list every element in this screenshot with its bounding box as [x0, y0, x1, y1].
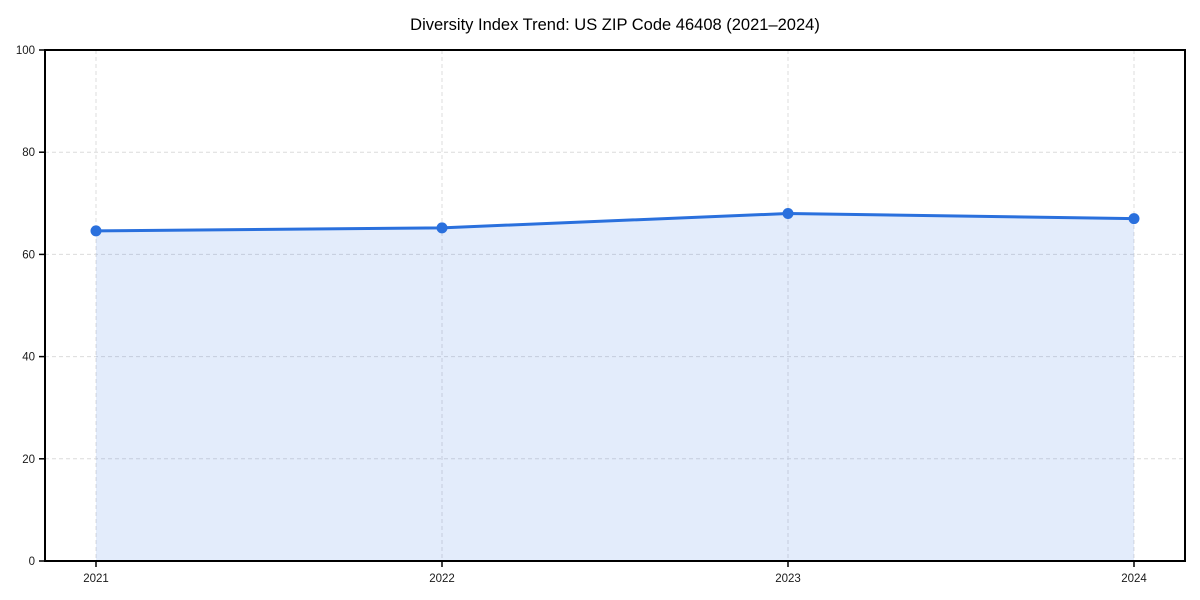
x-axis-tick-label: 2021: [83, 573, 109, 585]
area-fill: [96, 213, 1134, 561]
y-axis-tick-label: 60: [22, 249, 35, 261]
y-axis-tick-label: 20: [22, 454, 35, 466]
data-point-2021: [90, 225, 102, 237]
y-axis-tick-label: 100: [16, 45, 35, 57]
x-axis-tick-label: 2023: [775, 573, 801, 585]
x-axis-tick-label: 2022: [429, 573, 455, 585]
y-axis-tick-label: 0: [29, 556, 35, 568]
x-axis-tick-label: 2024: [1121, 573, 1147, 585]
y-axis-tick-label: 80: [22, 147, 35, 159]
data-point-2023: [782, 208, 794, 220]
chart-title: Diversity Index Trend: US ZIP Code 46408…: [410, 16, 820, 34]
plot-border: [44, 49, 1186, 562]
y-axis-tick-label: 40: [22, 352, 35, 364]
trend-line: [94, 212, 1136, 233]
data-point-2024: [1128, 213, 1140, 225]
data-point-2022: [436, 222, 448, 234]
